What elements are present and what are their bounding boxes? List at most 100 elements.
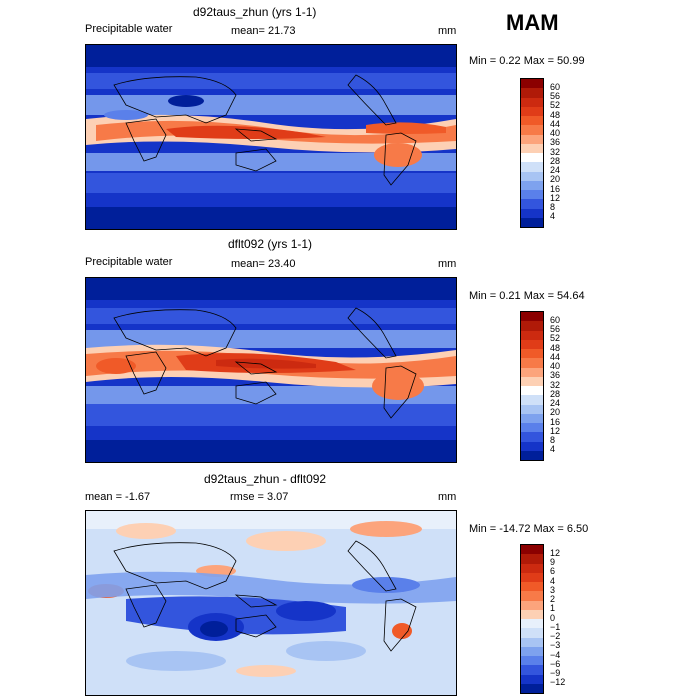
panel-2-map: [85, 277, 457, 463]
panel-1-colorbar-swatch: [521, 116, 543, 126]
panel-1-colorbar-swatch: [521, 106, 543, 116]
panel-2-minmax: Min = 0.21 Max = 54.64: [469, 290, 585, 302]
panel-2-variable-label: Precipitable water: [85, 256, 173, 268]
panel-2-colorbar-swatch: [521, 349, 543, 359]
panel-1-colorbar-swatch: [521, 97, 543, 107]
panel-2-colorbar-swatch: [521, 339, 543, 349]
panel-1-tick: 52: [550, 100, 561, 111]
panel-2-colorbar-swatch: [521, 423, 543, 433]
panel-3-colorbar-swatch: [521, 563, 543, 573]
panel-2-colorbar-swatch: [521, 367, 543, 377]
panel-1-tick: 28: [550, 155, 561, 166]
panel-3-tick: 4: [550, 575, 556, 586]
panel-2-colorbar-swatch: [521, 432, 543, 442]
panel-1-tick: 16: [550, 183, 561, 194]
panel-3-mean-label: mean = -1.67: [85, 491, 151, 503]
panel-2-colorbar-swatch: [521, 441, 543, 451]
panel-3-tick: 12: [550, 547, 561, 558]
panel-3-minmax: Min = -14.72 Max = 6.50: [469, 523, 589, 535]
panel-1-tick: 20: [550, 174, 561, 185]
panel-1-colorbar-swatch: [521, 88, 543, 98]
panel-3-tick: 2: [550, 594, 556, 604]
panel-3-colorbar-swatch: [521, 554, 543, 564]
panel-1-colorbar-swatch: [521, 162, 543, 172]
panel-3-tick: −4: [550, 649, 561, 660]
panel-1-tick: 32: [550, 146, 561, 157]
panel-1-colorbar-swatch: [521, 199, 543, 209]
panel-3-colorbar-swatch: [521, 582, 543, 592]
panel-2-colorbar-swatch: [521, 450, 543, 460]
panel-2-tick: 44: [550, 351, 561, 362]
panel-1-colorbar-swatch: [521, 217, 543, 227]
panel-1-colorbar: [520, 78, 544, 228]
panel-1-colorbar-swatch: [521, 171, 543, 181]
panel-1-tick: 56: [550, 91, 561, 101]
panel-1-title: d92taus_zhun (yrs 1-1): [193, 5, 317, 19]
panel-2-units: mm: [438, 258, 457, 270]
panel-2-tick: 4: [550, 444, 556, 455]
panel-1-tick: 40: [550, 128, 561, 138]
panel-3-colorbar-swatch: [521, 600, 543, 610]
panel-2-tick: 20: [550, 407, 561, 418]
panel-2-colorbar-swatch: [521, 321, 543, 331]
panel-2-tick: 32: [550, 379, 561, 390]
panel-1-tick: 48: [550, 109, 561, 120]
panel-2-tick: 36: [550, 370, 561, 381]
panel-3-units: mm: [438, 491, 457, 503]
panel-3-title: d92taus_zhun - dflt092: [204, 472, 327, 486]
panel-3-map-svg: [86, 511, 456, 695]
panel-3-tick: 9: [550, 557, 556, 567]
panel-3-tick: 1: [550, 603, 556, 614]
panel-3-colorbar-swatch: [521, 665, 543, 675]
panel-1-minmax: Min = 0.22 Max = 50.99: [469, 55, 585, 67]
panel-2-colorbar-swatch: [521, 330, 543, 340]
panel-3-tick: −6: [550, 658, 561, 669]
panel-1-tick: 24: [550, 165, 561, 175]
panel-2-colorbar-swatch: [521, 404, 543, 414]
panel-3-colorbar-swatch: [521, 683, 543, 693]
panel-1-mean-label: mean= 21.73: [231, 25, 296, 37]
panel-2-tick: 56: [550, 324, 561, 334]
panel-1-colorbar-swatch: [521, 208, 543, 218]
panel-3-colorbar-swatch: [521, 619, 543, 629]
panel-2-title: dflt092 (yrs 1-1): [228, 237, 313, 251]
panel-2-tick: 48: [550, 342, 561, 353]
panel-2-colorbar-swatch: [521, 386, 543, 396]
panel-1-variable-label: Precipitable water: [85, 23, 173, 35]
panel-3-colorbar-swatch: [521, 609, 543, 619]
panel-2-colorbar-swatch: [521, 376, 543, 386]
panel-3-tick: −3: [550, 640, 561, 651]
panel-1-tick: 60: [550, 81, 561, 92]
panel-3-tick: 3: [550, 584, 556, 595]
panel-1-colorbar-ticks: 60 56 52 48 44 40 36 32 28 24 20 16 12 8…: [550, 78, 580, 226]
panel-1-tick: 8: [550, 202, 556, 212]
panel-1-colorbar-swatch: [521, 134, 543, 144]
panel-3-map: [85, 510, 457, 696]
panel-2-colorbar-swatch: [521, 395, 543, 405]
panel-3-colorbar-swatch: [521, 674, 543, 684]
panel-3-tick: −1: [550, 621, 561, 632]
panel-3-colorbar-swatch: [521, 656, 543, 666]
panel-2-tick: 8: [550, 435, 556, 445]
panel-2-tick: 24: [550, 398, 561, 408]
panel-3-tick: −12: [550, 677, 566, 688]
panel-2-colorbar-ticks: 60 56 52 48 44 40 36 32 28 24 20 16 12 8…: [550, 311, 580, 459]
panel-1-map-svg: [86, 45, 456, 229]
panel-2-colorbar-swatch: [521, 413, 543, 423]
panel-3-tick: −2: [550, 631, 561, 641]
panel-1-map: [85, 44, 457, 230]
panel-2-tick: 60: [550, 314, 561, 325]
panel-1-colorbar-swatch: [521, 79, 543, 89]
panel-2-mean-label: mean= 23.40: [231, 258, 296, 270]
panel-3-colorbar-swatch: [521, 637, 543, 647]
season-label: MAM: [506, 10, 559, 35]
panel-2-map-svg: [86, 278, 456, 462]
panel-3-rmse-label: rmse = 3.07: [230, 491, 289, 503]
panel-2-tick: 12: [550, 425, 561, 436]
panel-2-tick: 40: [550, 361, 561, 371]
panel-1-colorbar-swatch: [521, 153, 543, 163]
panel-1-colorbar-swatch: [521, 143, 543, 153]
panel-2-colorbar: [520, 311, 544, 461]
panel-3-colorbar-swatch: [521, 628, 543, 638]
panel-3-tick: 6: [550, 566, 556, 577]
